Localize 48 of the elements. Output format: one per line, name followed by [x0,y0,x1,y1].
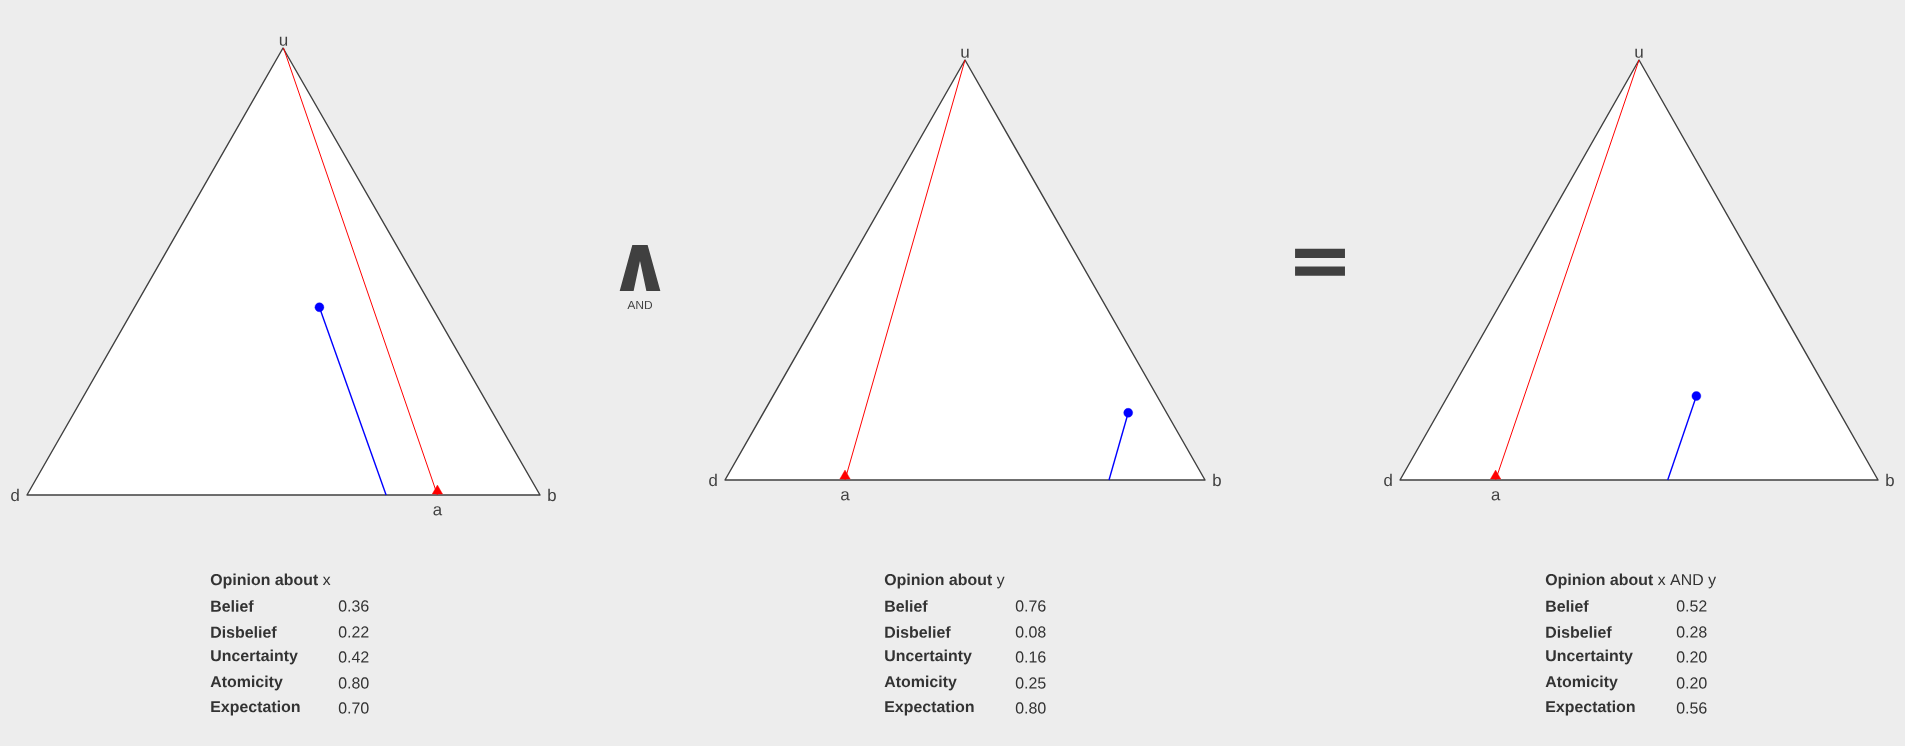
text: ∧ [619,244,661,292]
category-label: Uncertainty [211,649,298,665]
data-label: 0.25 [1015,677,1046,689]
text: a [433,506,443,516]
text: a [1491,491,1501,501]
data-label: 0.28 [1676,626,1707,638]
category-label: Disbelief [1546,626,1612,638]
text: AND [627,300,653,310]
category-label: Belief [885,600,928,612]
data-label: 0.52 [1676,600,1707,612]
category-label: Expectation [1546,700,1635,716]
data-label: 0.80 [1015,702,1046,714]
text: b [548,488,556,502]
text: Opinion about y [884,573,1005,589]
category-label: Uncertainty [1546,649,1633,665]
text: Opinion about x [210,573,331,589]
text: Opinion about x AND y [1545,573,1717,589]
data-label: 0.42 [338,651,369,663]
category-label: Disbelief [885,626,951,638]
category-label: Atomicity [1545,675,1618,691]
category-label: Expectation [211,700,300,716]
category-label: Atomicity [210,675,283,691]
data-label: 0.08 [1015,626,1046,638]
category-label: Atomicity [884,675,957,691]
data-label: 0.70 [338,702,369,714]
text: u [279,36,288,46]
category-label: Belief [1546,600,1589,612]
text: u [961,48,969,58]
data-label: 0.56 [1676,702,1707,714]
text: u [1635,48,1643,58]
text: = [1295,248,1345,276]
category-label: Expectation [885,700,974,716]
data-label: 0.20 [1676,651,1707,663]
data-label: 0.22 [338,626,369,638]
text: d [1384,473,1392,487]
category-label: Uncertainty [885,649,972,665]
text: a [841,491,850,501]
text: b [1886,473,1894,487]
data-label: 0.36 [338,600,369,612]
text: d [709,473,717,487]
data-label: 0.80 [338,677,369,689]
data-label: 0.20 [1676,677,1707,689]
category-label: Disbelief [211,626,277,638]
text: b [1213,473,1221,487]
data-label: 0.76 [1015,600,1046,612]
text: d [11,488,19,502]
data-label: 0.16 [1015,651,1046,663]
category-label: Belief [211,600,254,612]
